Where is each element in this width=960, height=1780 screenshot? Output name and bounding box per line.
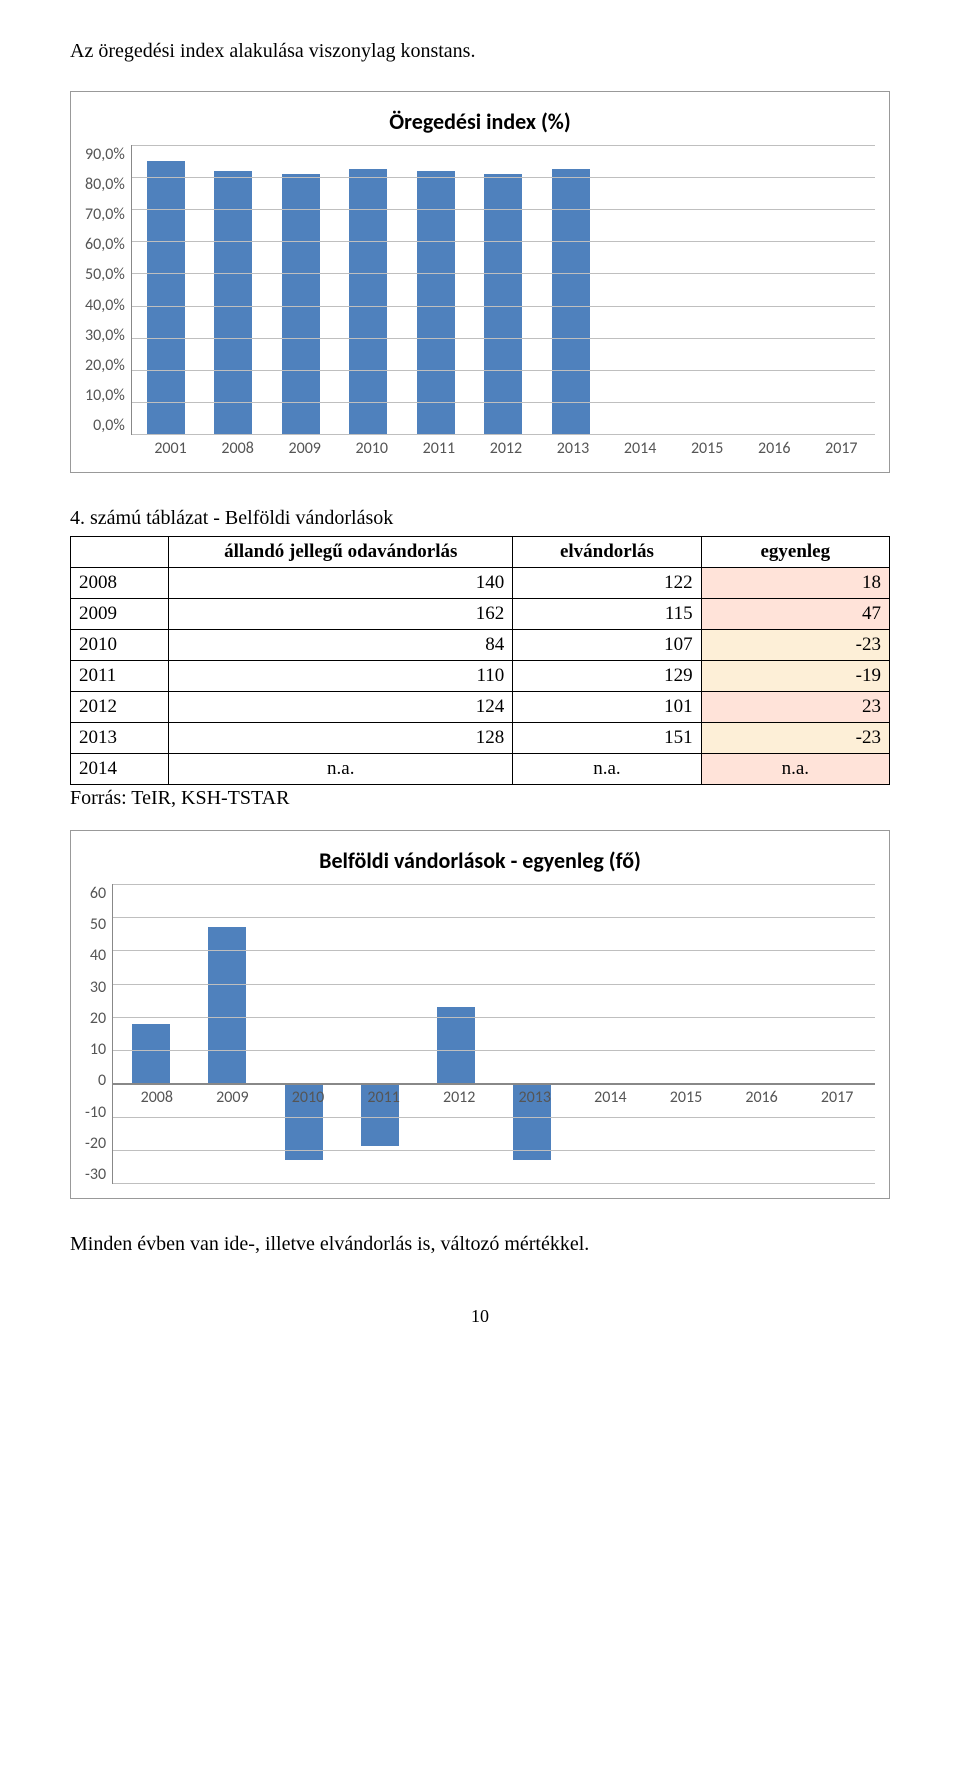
chart2-bar — [437, 1007, 475, 1083]
table-row: 201212410123 — [71, 692, 890, 723]
chart1-xtick: 2014 — [621, 439, 659, 458]
chart2-bar — [132, 1024, 170, 1084]
chart2-bar — [361, 1083, 399, 1146]
chart1-ytick: 0,0% — [93, 416, 125, 435]
chart1-plot-area — [131, 145, 875, 435]
chart1-xtick: 2010 — [353, 439, 391, 458]
table-cell: n.a. — [169, 754, 513, 785]
table-cell: 107 — [513, 630, 701, 661]
table-cell: 23 — [701, 692, 889, 723]
chart1-xtick: 2001 — [152, 439, 190, 458]
table-cell: 2012 — [71, 692, 169, 723]
chart1-xtick: 2016 — [755, 439, 793, 458]
chart2-ytick: -20 — [85, 1134, 106, 1153]
chart2-ytick: 20 — [90, 1009, 106, 1028]
table-row: 2013128151-23 — [71, 723, 890, 754]
table-cell: 128 — [169, 723, 513, 754]
intro-text: Az öregedési index alakulása viszonylag … — [70, 40, 890, 63]
table-cell: n.a. — [701, 754, 889, 785]
chart1-xtick: 2008 — [219, 439, 257, 458]
chart-aging-index: Öregedési index (%) 90,0% 80,0% 70,0% 60,0%… — [70, 91, 890, 473]
table-cell: 2013 — [71, 723, 169, 754]
table-cell: 47 — [701, 599, 889, 630]
table-header-cell: állandó jellegű odavándorlás — [169, 537, 513, 568]
table-header-cell: elvándorlás — [513, 537, 701, 568]
chart2-ytick: 0 — [98, 1071, 106, 1090]
chart1-xtick: 2011 — [420, 439, 458, 458]
table-row: 2011110129-19 — [71, 661, 890, 692]
table-cell: 84 — [169, 630, 513, 661]
chart1-ytick: 10,0% — [85, 386, 125, 405]
chart2-ytick: 10 — [90, 1040, 106, 1059]
table-caption: 4. számú táblázat - Belföldi vándorlások — [70, 507, 890, 530]
chart1-xtick: 2009 — [286, 439, 324, 458]
chart2-ytick: 60 — [90, 884, 106, 903]
chart1-ytick: 70,0% — [85, 205, 125, 224]
chart1-ytick: 90,0% — [85, 145, 125, 164]
chart1-xtick: 2012 — [487, 439, 525, 458]
table-cell: 101 — [513, 692, 701, 723]
chart2-ytick: 50 — [90, 915, 106, 934]
chart2-plot-area — [112, 884, 875, 1184]
table-header-cell — [71, 537, 169, 568]
footer-text: Minden évben van ide-, illetve elvándorl… — [70, 1233, 890, 1256]
chart2-ytick: -30 — [85, 1165, 106, 1184]
table-cell: 2014 — [71, 754, 169, 785]
chart-migration-balance: Belföldi vándorlások - egyenleg (fő) 60 5… — [70, 830, 890, 1199]
table-cell: 2011 — [71, 661, 169, 692]
table-row: 2014n.a.n.a.n.a. — [71, 754, 890, 785]
chart1-xtick: 2017 — [822, 439, 860, 458]
table-cell: 140 — [169, 568, 513, 599]
table-cell: 110 — [169, 661, 513, 692]
chart2-ytick: -10 — [85, 1103, 106, 1122]
table-cell: -23 — [701, 630, 889, 661]
chart1-bar — [484, 174, 522, 434]
chart1-y-axis: 90,0% 80,0% 70,0% 60,0% 50,0% 40,0% 30,0% 20,0%… — [85, 145, 131, 435]
table-cell: 124 — [169, 692, 513, 723]
table-cell: 162 — [169, 599, 513, 630]
table-row: 200814012218 — [71, 568, 890, 599]
table-cell: 151 — [513, 723, 701, 754]
chart1-ytick: 60,0% — [85, 235, 125, 254]
chart1-xtick: 2013 — [554, 439, 592, 458]
chart1-bar — [282, 174, 320, 434]
table-row: 200916211547 — [71, 599, 890, 630]
page-number: 10 — [70, 1306, 890, 1327]
chart1-title: Öregedési index (%) — [85, 108, 875, 135]
table-cell: -19 — [701, 661, 889, 692]
chart2-ytick: 40 — [90, 946, 106, 965]
chart1-ytick: 30,0% — [85, 326, 125, 345]
chart1-ytick: 20,0% — [85, 356, 125, 375]
chart2-bar — [513, 1083, 551, 1159]
table-cell: -23 — [701, 723, 889, 754]
chart2-y-axis: 60 50 40 30 20 10 0 -10 -20 -30 — [85, 884, 112, 1184]
chart2-bar — [285, 1083, 323, 1159]
table-cell: 2010 — [71, 630, 169, 661]
chart1-ytick: 50,0% — [85, 265, 125, 284]
table-cell: 2008 — [71, 568, 169, 599]
chart1-bar — [147, 161, 185, 434]
chart1-ytick: 80,0% — [85, 175, 125, 194]
table-cell: 129 — [513, 661, 701, 692]
table-cell: 122 — [513, 568, 701, 599]
table-cell: n.a. — [513, 754, 701, 785]
table-source: Forrás: TeIR, KSH-TSTAR — [70, 787, 890, 810]
chart2-ytick: 30 — [90, 978, 106, 997]
table-cell: 115 — [513, 599, 701, 630]
table-header-cell: egyenleg — [701, 537, 889, 568]
chart1-xtick: 2015 — [688, 439, 726, 458]
table-row: 201084107-23 — [71, 630, 890, 661]
chart2-title: Belföldi vándorlások - egyenleg (fő) — [85, 847, 875, 874]
chart1-x-axis: 2001 2008 2009 2010 2011 2012 2013 2014 2015 2016… — [137, 439, 875, 458]
table-cell: 2009 — [71, 599, 169, 630]
table-cell: 18 — [701, 568, 889, 599]
migration-table: állandó jellegű odavándorláselvándorláse… — [70, 536, 890, 785]
chart1-ytick: 40,0% — [85, 296, 125, 315]
